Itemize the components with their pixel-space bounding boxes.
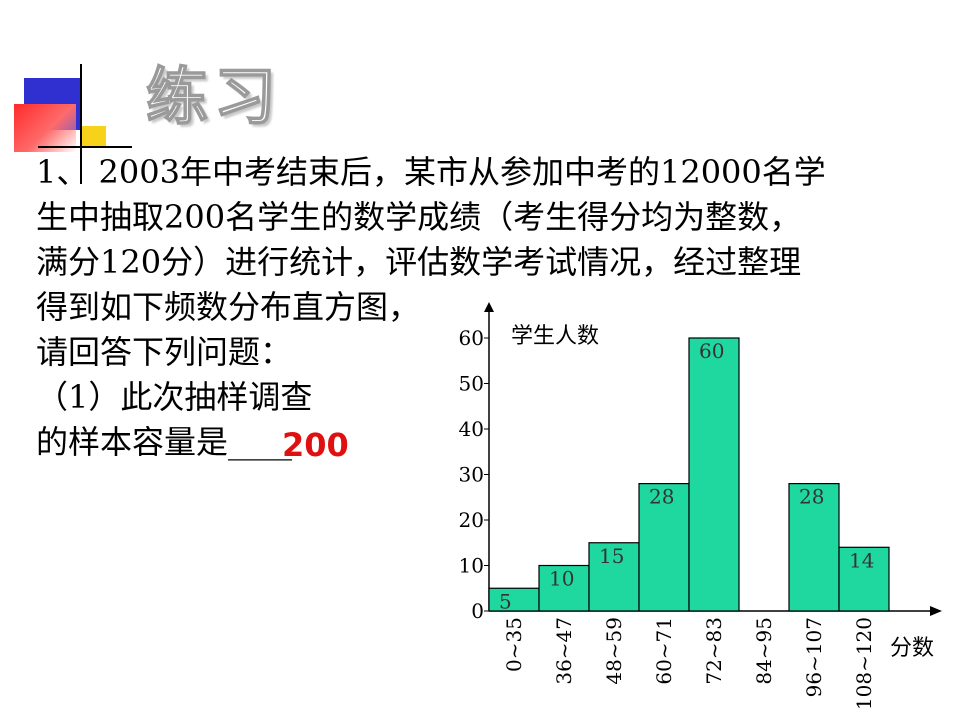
question-line-4: 得到如下频数分布直方图， <box>36 288 421 326</box>
decor-yellow-square <box>80 126 106 148</box>
bar-value-label: 60 <box>699 339 724 363</box>
answer-text: 200 <box>282 426 349 464</box>
y-tick-label: 60 <box>459 326 484 350</box>
x-tick-label: 36~47 <box>552 617 576 685</box>
y-tick-label: 50 <box>459 372 484 396</box>
y-tick-label: 40 <box>459 417 484 441</box>
histogram-bar <box>538 564 590 612</box>
histogram-bar <box>688 337 740 612</box>
bar-value-label: 15 <box>599 544 624 568</box>
x-tick-label: 108~120 <box>852 617 876 710</box>
bar-value-label: 28 <box>799 485 824 509</box>
decor-horizontal-line <box>38 146 132 148</box>
y-axis-arrow <box>484 302 494 312</box>
histogram-bar <box>788 483 840 612</box>
slide-title: 练习 <box>145 59 283 134</box>
question-line-6: （1）此次抽样调查 <box>36 378 313 416</box>
x-axis-label: 分数 <box>890 636 934 661</box>
x-tick-label: 48~59 <box>602 617 626 685</box>
question-line-2: 生中抽取200名学生的数学成绩（考生得分均为整数， <box>36 198 802 236</box>
decor-vertical-line <box>80 64 82 184</box>
x-axis-arrow <box>930 606 942 616</box>
question-line-3: 满分120分）进行统计，评估数学考试情况，经过整理 <box>36 243 802 281</box>
bar-value-label: 5 <box>499 589 512 613</box>
y-tick-label: 30 <box>459 463 484 487</box>
bar-value-label: 10 <box>549 567 574 591</box>
question-line-5: 请回答下列问题： <box>36 333 293 371</box>
histogram-bar <box>838 546 890 612</box>
y-tick-label: 20 <box>459 508 484 532</box>
x-tick-label: 84~95 <box>752 617 776 685</box>
question-line-1: 1、 2003年中考结束后，某市从参加中考的12000名学 <box>36 153 826 191</box>
y-axis-label: 学生人数 <box>511 324 599 349</box>
x-tick-label: 60~71 <box>652 617 676 685</box>
x-tick-label: 72~83 <box>702 617 726 685</box>
y-tick-label: 10 <box>459 554 484 578</box>
histogram-bar <box>488 587 540 612</box>
x-tick-label: 96~107 <box>802 617 826 697</box>
histogram-bar <box>638 483 690 612</box>
x-tick-label: 0~35 <box>502 617 526 672</box>
bar-value-label: 14 <box>849 548 874 572</box>
bar-value-label: 28 <box>649 485 674 509</box>
y-tick-label: 0 <box>471 599 484 623</box>
question-line-7: 的样本容量是____ <box>36 423 293 461</box>
decor-red-square <box>14 104 76 152</box>
